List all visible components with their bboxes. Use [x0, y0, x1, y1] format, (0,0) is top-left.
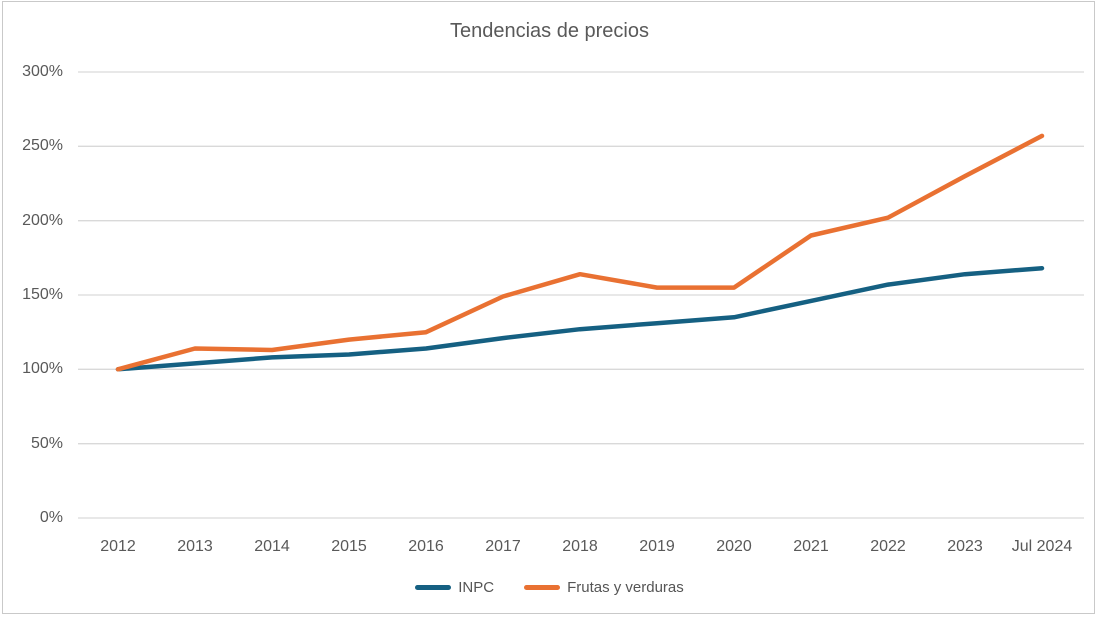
legend-swatch-frutas-y-verduras	[524, 585, 561, 590]
chart-title: Tendencias de precios	[449, 20, 649, 42]
x-tick-label: 2017	[485, 538, 521, 555]
y-tick-label: 150%	[22, 286, 63, 303]
x-tick-label: 2023	[947, 538, 983, 555]
legend-label: INPC	[458, 579, 495, 596]
x-tick-label: 2012	[100, 538, 136, 555]
x-tick-label: 2022	[870, 538, 906, 555]
y-tick-label: 300%	[22, 63, 63, 80]
x-tick-label: 2016	[408, 538, 444, 555]
x-tick-label: 2013	[177, 538, 213, 555]
x-tick-label: 2015	[331, 538, 367, 555]
legend-label: Frutas y verduras	[567, 579, 684, 596]
legend-item-frutas-y-verduras: Frutas y verduras	[524, 579, 684, 596]
x-tick-label: Jul 2024	[1011, 538, 1073, 555]
y-tick-label: 50%	[30, 434, 63, 452]
legend-swatch-inpc	[415, 585, 452, 590]
x-tick-label: 2019	[639, 538, 675, 555]
x-tick-label: 2020	[716, 538, 752, 555]
legend-item-inpc: INPC	[415, 579, 494, 596]
x-tick-label: 2014	[254, 538, 290, 555]
y-tick-label: 250%	[22, 137, 63, 155]
x-tick-label: 2021	[793, 538, 829, 555]
series-line-inpc	[115, 265, 1045, 372]
x-tick-label: 2018	[562, 538, 598, 555]
y-tick-label: 100%	[22, 360, 63, 378]
y-tick-label: 200%	[22, 211, 63, 229]
series-line-frutas-y-verduras	[115, 133, 1045, 372]
legend: INPC Frutas y verduras	[0, 579, 1099, 596]
y-tick-label: 0%	[39, 509, 63, 526]
